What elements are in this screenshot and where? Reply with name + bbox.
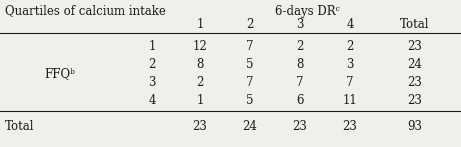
- Text: 2: 2: [346, 41, 354, 54]
- Text: 23: 23: [408, 41, 422, 54]
- Text: 24: 24: [408, 59, 422, 71]
- Text: FFQᵇ: FFQᵇ: [45, 67, 76, 81]
- Text: 3: 3: [296, 19, 304, 31]
- Text: 11: 11: [343, 95, 357, 107]
- Text: 24: 24: [242, 121, 257, 133]
- Text: 23: 23: [293, 121, 307, 133]
- Text: Total: Total: [400, 19, 430, 31]
- Text: 1: 1: [196, 95, 204, 107]
- Text: 7: 7: [296, 76, 304, 90]
- Text: 23: 23: [408, 76, 422, 90]
- Text: 12: 12: [193, 41, 207, 54]
- Text: 2: 2: [296, 41, 304, 54]
- Text: 3: 3: [346, 59, 354, 71]
- Text: Quartiles of calcium intake: Quartiles of calcium intake: [5, 5, 166, 17]
- Text: 2: 2: [196, 76, 204, 90]
- Text: 4: 4: [148, 95, 156, 107]
- Text: 23: 23: [193, 121, 207, 133]
- Text: 7: 7: [246, 41, 254, 54]
- Text: 5: 5: [246, 59, 254, 71]
- Text: 3: 3: [148, 76, 156, 90]
- Text: 4: 4: [346, 19, 354, 31]
- Text: 23: 23: [343, 121, 357, 133]
- Text: 7: 7: [246, 76, 254, 90]
- Text: 1: 1: [196, 19, 204, 31]
- Text: 23: 23: [408, 95, 422, 107]
- Text: 5: 5: [246, 95, 254, 107]
- Text: 8: 8: [196, 59, 204, 71]
- Text: 93: 93: [408, 121, 422, 133]
- Text: 2: 2: [246, 19, 254, 31]
- Text: 6: 6: [296, 95, 304, 107]
- Text: 8: 8: [296, 59, 304, 71]
- Text: Total: Total: [5, 121, 35, 133]
- Text: 7: 7: [346, 76, 354, 90]
- Text: 6-days DRᶜ: 6-days DRᶜ: [275, 5, 340, 17]
- Text: 1: 1: [148, 41, 156, 54]
- Text: 2: 2: [148, 59, 156, 71]
